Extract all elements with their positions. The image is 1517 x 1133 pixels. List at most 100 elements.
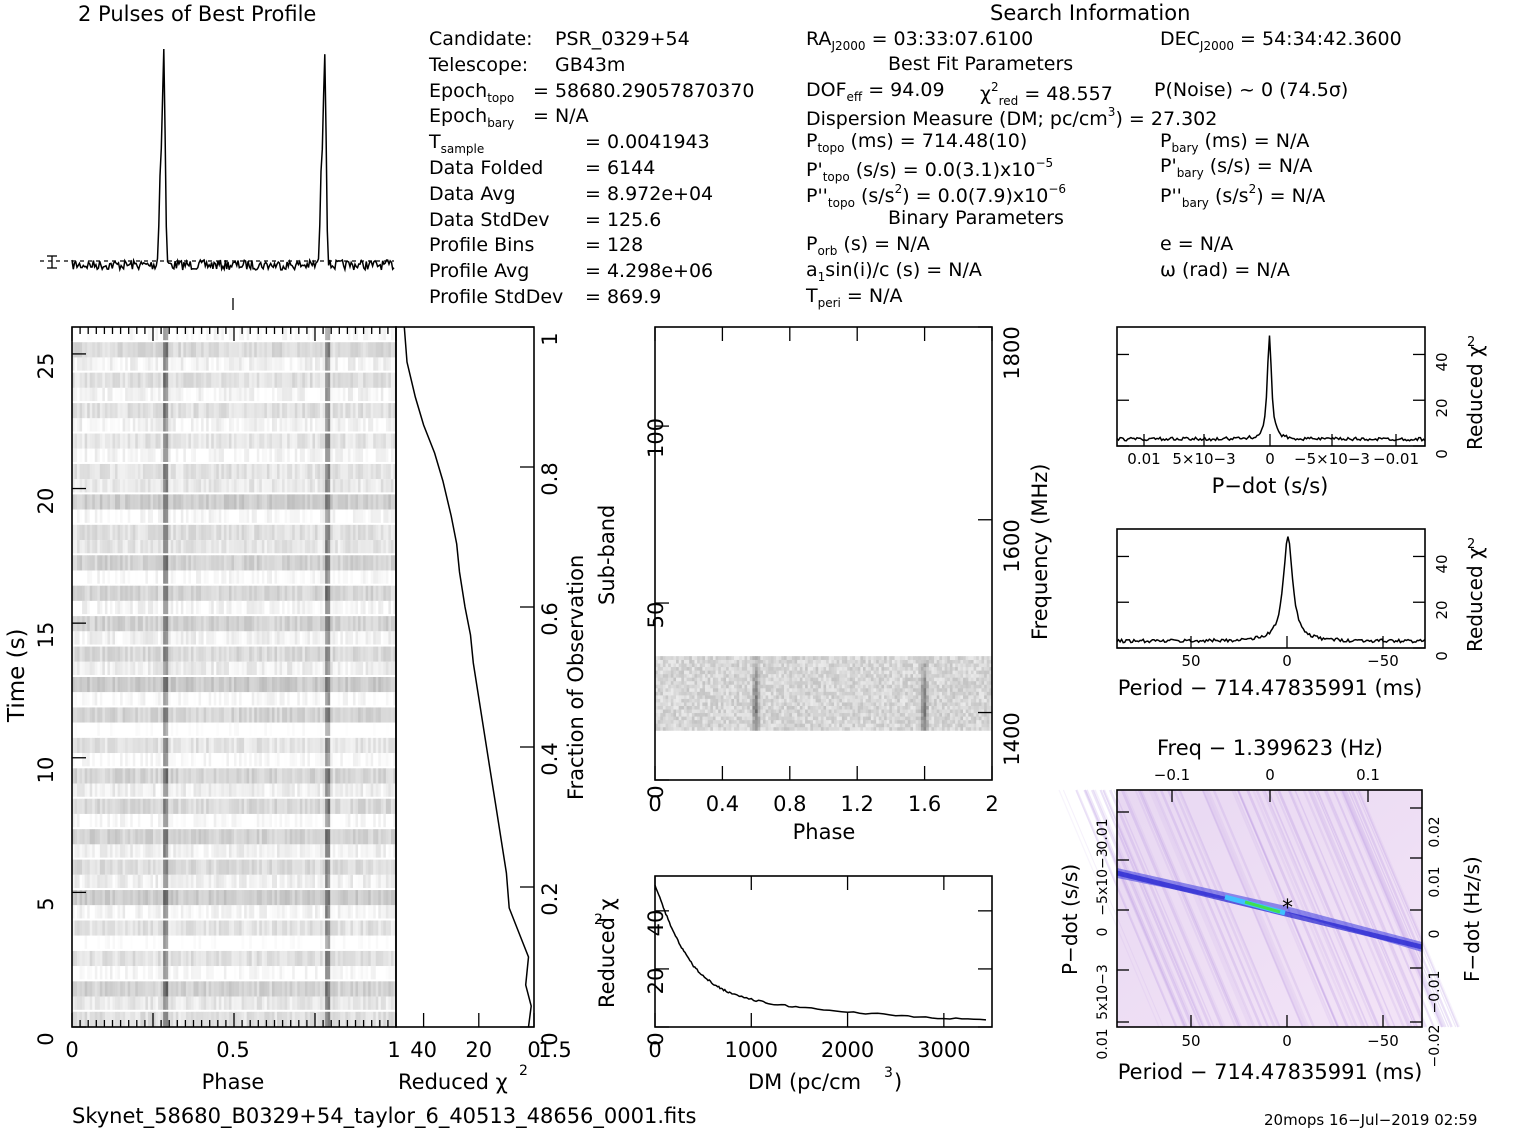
binary-title: Binary Parameters	[888, 207, 1064, 229]
chi2-tick-label: 20	[1433, 600, 1451, 620]
period-curve	[1116, 536, 1426, 644]
phase-tick-label: 0.8	[773, 792, 807, 816]
info-label: Candidate:	[429, 28, 533, 50]
x-axis-label-sup: 3	[884, 1065, 893, 1081]
dm-tick-label: 1000	[724, 1038, 779, 1062]
y-axis-label: Time (s)	[4, 628, 30, 722]
dm-tick-label: 0	[648, 1038, 662, 1062]
x2-axis-label: Freq − 1.399623 (Hz)	[1157, 736, 1383, 760]
time-tick-label: 25	[34, 352, 58, 380]
chi2-tick-label: 40	[1433, 554, 1451, 574]
timestamp: 20mops 16−Jul−2019 02:59	[1264, 1111, 1478, 1129]
info-label: Data Folded	[429, 157, 544, 179]
period-axis-label: Period − 714.47835991 (ms)	[1117, 676, 1423, 700]
fraction-tick-label: 0.6	[538, 602, 562, 636]
dm-tick-label: 3000	[917, 1038, 971, 1062]
y-axis-label: Reduced χ	[1463, 345, 1487, 450]
time-tick-label: 10	[34, 756, 58, 784]
dec-line: DECJ2000 = 54:34:42.3600	[1160, 28, 1402, 53]
info-label: Data Avg	[429, 182, 516, 205]
y-axis-label-sup: 2	[594, 912, 603, 928]
fdot-tick-label: −0.02	[1427, 1024, 1443, 1068]
info-value: = 4.298e+06	[585, 260, 714, 283]
fraction-tick-label: 1	[538, 332, 562, 346]
info-label: Tsample	[429, 131, 485, 157]
dm-line: Dispersion Measure (DM; pc/cm3) = 27.302	[806, 105, 1218, 130]
info-value: = 125.6	[585, 208, 662, 231]
pdot-tick-label: 5x10−3	[1095, 964, 1111, 1020]
pdot-curve	[1116, 335, 1426, 442]
omega-line: ω (rad) = N/A	[1160, 259, 1290, 281]
subband-frame	[654, 326, 993, 781]
pdot-tick-label: 0.01	[1127, 450, 1161, 468]
period-tick-label: 0	[1282, 652, 1292, 670]
freq-tick-label: 0.1	[1356, 766, 1380, 784]
phase-tick-label: 1.2	[840, 792, 874, 816]
dm-frame	[654, 875, 993, 1028]
pddtopo-line: P''topo (s/s2) = 0.0(7.9)x10−6	[806, 182, 1067, 210]
info-value: = 128	[585, 234, 644, 257]
period-curve-frame	[1116, 528, 1426, 649]
fraction-tick-label: 0.8	[538, 462, 562, 496]
fraction-tick-label: 0.2	[538, 882, 562, 916]
fdot-tick-label: 0.02	[1427, 816, 1443, 848]
time-tick-label: 20	[34, 487, 58, 514]
subband-heatmap	[655, 656, 993, 731]
info-value: = 58680.29057870370	[533, 79, 755, 102]
period-tick-label: 50	[1181, 652, 1201, 670]
y2-axis-label: Fraction of Observation	[564, 554, 588, 800]
chi2-tick-label: 40	[1433, 352, 1451, 372]
pdot-tick-label: 0.01	[1095, 818, 1111, 850]
fdot-tick-label: 0	[1427, 929, 1443, 939]
phase-tick-label: 1	[387, 1038, 401, 1062]
y-axis-label: P−dot (s/s)	[1058, 863, 1082, 975]
chi2-fraction-line	[403, 326, 532, 1028]
ppdot-peak-green	[1244, 900, 1281, 914]
porb-line: Porb (s) = N/A	[806, 233, 930, 258]
phase-tick-label: 1.5	[538, 1038, 572, 1062]
info-value: = N/A	[533, 105, 589, 128]
asini-line: a1sin(i)/c (s) = N/A	[806, 259, 982, 284]
ptopo-line: Ptopo (ms) = 714.48(10)	[806, 130, 1028, 155]
period-tick-label: −50	[1367, 1032, 1399, 1050]
search-title: Search Information	[990, 1, 1191, 25]
y2-axis-label: F−dot (Hz/s)	[1460, 856, 1484, 982]
info-label: Epochtopo	[429, 79, 515, 105]
x-axis-label-sup: 2	[519, 1063, 528, 1079]
phase-tick-label: 0.5	[216, 1038, 250, 1062]
pdot-axis-label: P−dot (s/s)	[1211, 474, 1329, 498]
chi2-tick-label: 20	[465, 1038, 493, 1062]
pdot-tick-label: 5×10−3	[1172, 450, 1236, 468]
dm-chi2-tick-label: 40	[644, 909, 668, 937]
subband-tick-label: 0	[644, 785, 668, 799]
time-tick-label: 15	[34, 621, 58, 649]
phase-tick-label: 0	[648, 792, 662, 816]
info-label: Profile StdDev	[429, 286, 564, 308]
dm-curve-line	[654, 884, 987, 1021]
pdbary-line: P'bary (s/s) = N/A	[1160, 155, 1313, 180]
pdot-tick-label: 0	[1265, 450, 1275, 468]
y-axis-label: Reduced χ	[1463, 547, 1487, 652]
pdtopo-line: P'topo (s/s) = 0.0(3.1)x10−5	[806, 156, 1054, 184]
info-label: Telescope:	[429, 53, 529, 76]
ppdot-streaks	[1058, 789, 1461, 1028]
fdot-tick-label: 0.01	[1427, 866, 1443, 898]
x-axis-label: Phase	[201, 1070, 265, 1094]
time-phase-heatmap	[72, 327, 397, 1027]
dm-chi2-tick-label: 0	[644, 1032, 668, 1046]
chi2-tick-label: 20	[1433, 398, 1451, 418]
y-axis-label-sup: 2	[1467, 537, 1476, 552]
info-value: = 869.9	[585, 286, 662, 308]
freq-tick-label: 0	[1265, 766, 1275, 784]
info-value: PSR_0329+54	[555, 28, 690, 50]
period-tick-label: −50	[1367, 652, 1399, 670]
time-tick-label: 5	[34, 897, 58, 912]
phase-tick-label: 0.4	[705, 792, 740, 816]
phase-tick-label: 0	[65, 1038, 79, 1062]
y2-axis-label: Frequency (MHz)	[1028, 463, 1052, 640]
filename: Skynet_58680_B0329+54_taylor_6_40513_486…	[72, 1104, 697, 1128]
ecc-line: e = N/A	[1160, 233, 1234, 255]
pdot-tick-label: −5x10−3	[1095, 848, 1111, 916]
info-value: = 0.0041943	[585, 131, 710, 154]
